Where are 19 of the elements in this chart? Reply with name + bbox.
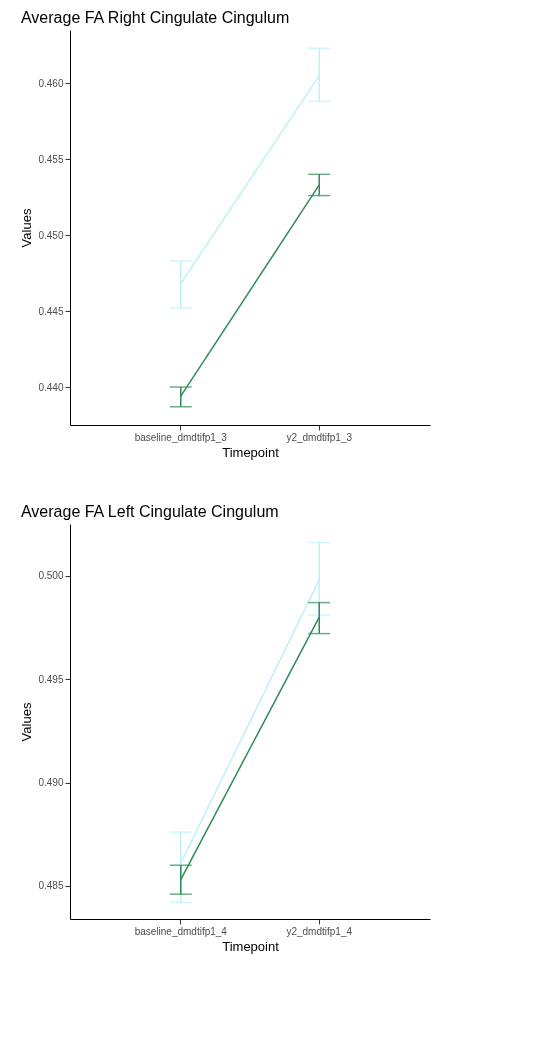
- y-tick-label: 0.490: [38, 777, 64, 789]
- chart-title: Average FA Left Cingulate Cingulum: [20, 503, 279, 520]
- y-tick-label: 0.455: [38, 153, 64, 165]
- y-tick-label: 0.440: [38, 381, 64, 393]
- x-tick-label: y2_dmdtifp1_4: [286, 925, 353, 937]
- y-tick-label: 0.485: [38, 880, 64, 892]
- chart-title: Average FA Right Cingulate Cingulum: [20, 9, 290, 26]
- y-axis-title: Values: [19, 702, 35, 742]
- y-tick-label: 0.445: [38, 305, 64, 317]
- x-axis-title: Timepoint: [222, 938, 280, 954]
- y-axis-title: Values: [19, 208, 35, 248]
- y-tick-label: 0.450: [38, 229, 64, 241]
- x-axis-title: Timepoint: [222, 444, 280, 460]
- y-tick-label: 0.495: [38, 673, 64, 685]
- x-tick-label: baseline_dmdtifp1_4: [134, 925, 228, 937]
- y-tick-label: 0.460: [38, 77, 64, 89]
- y-tick-label: 0.500: [38, 570, 64, 582]
- x-tick-label: y2_dmdtifp1_3: [286, 431, 353, 443]
- x-tick-label: baseline_dmdtifp1_3: [134, 431, 228, 443]
